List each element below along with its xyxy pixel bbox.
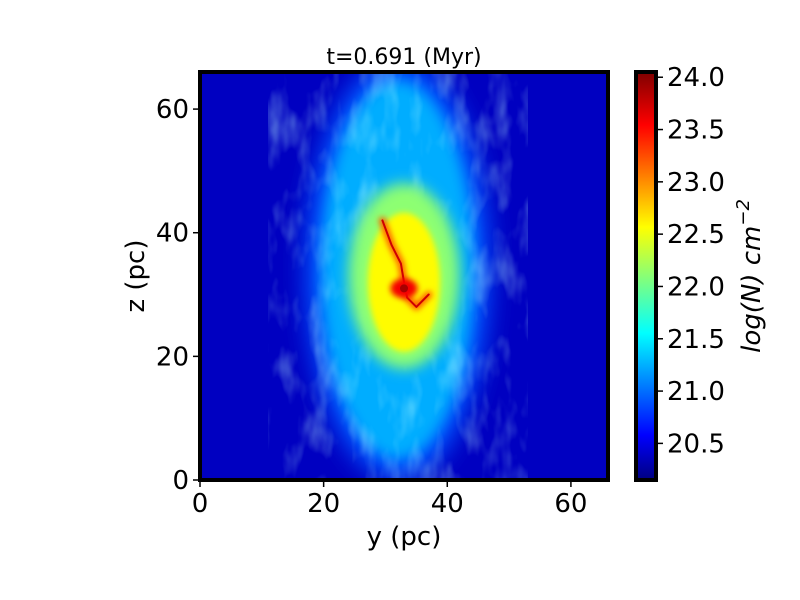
- plot-frame: [198, 70, 610, 482]
- y-axis-label: z (pc): [121, 240, 151, 313]
- x-tick-label: 40: [431, 489, 464, 519]
- colorbar-frame: [634, 70, 658, 482]
- colorbar-ticks: 20.5 21.0 21.5 22.0 22.5 23.0 23.5 24.0: [656, 63, 725, 459]
- colorbar-tick-label: 21.0: [667, 377, 725, 407]
- x-axis-label: y (pc): [367, 522, 442, 552]
- x-tick-label: 60: [554, 489, 587, 519]
- y-tick-label: 0: [172, 466, 189, 496]
- x-tick-label: 0: [192, 489, 209, 519]
- colorbar-tick-label: 22.0: [667, 272, 725, 302]
- colorbar-tick-label: 20.5: [667, 429, 725, 459]
- column-density-map: [305, 72, 491, 480]
- colorbar: 20.5 21.0 21.5 22.0 22.5 23.0 23.5 24.0 log(N) …: [634, 63, 767, 482]
- y-tick-label: 20: [156, 342, 189, 372]
- colorbar-tick-label: 23.0: [667, 168, 725, 198]
- y-tick-label: 40: [156, 219, 189, 249]
- colorbar-tick-label: 23.5: [667, 116, 725, 146]
- y-tick-label: 60: [156, 95, 189, 125]
- dense-core: [400, 284, 408, 293]
- x-axis: 0 20 40 60: [192, 480, 587, 519]
- chart-title: t=0.691 (Myr): [326, 45, 481, 70]
- colorbar-gradient: [636, 72, 656, 480]
- y-axis: 0 20 40 60: [156, 95, 200, 496]
- x-tick-label: 20: [307, 489, 340, 519]
- colorbar-tick-label: 24.0: [667, 63, 725, 93]
- colorbar-label: log(N) cm−2: [733, 199, 767, 353]
- colorbar-tick-label: 21.5: [667, 325, 725, 355]
- colorbar-tick-label: 22.5: [667, 220, 725, 250]
- plot-area: [200, 72, 608, 480]
